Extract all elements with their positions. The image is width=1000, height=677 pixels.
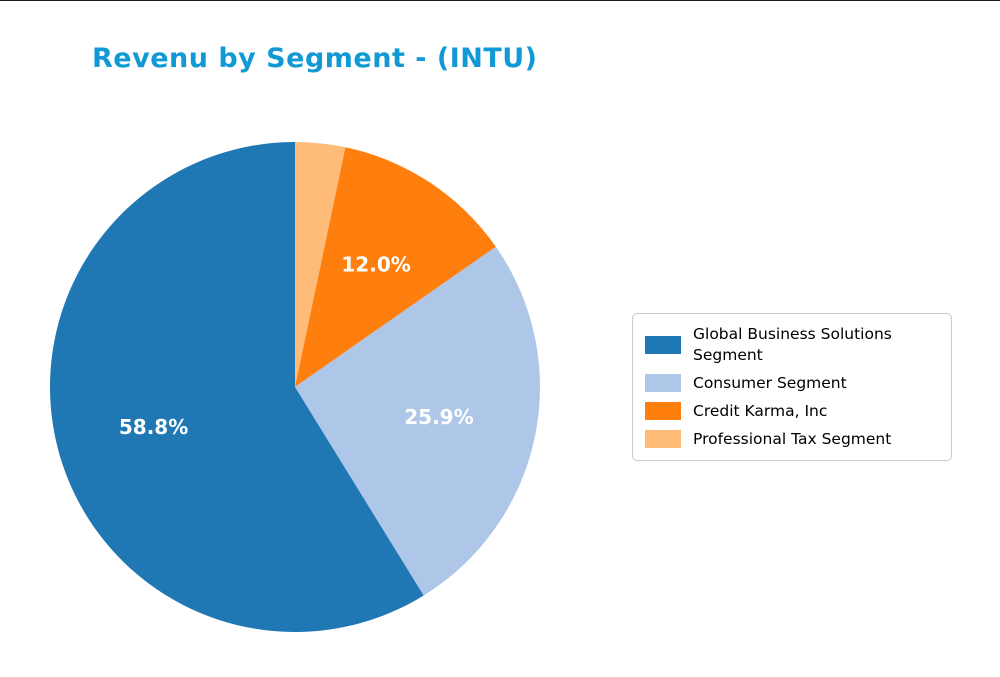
legend-label: Global Business Solutions Segment — [693, 325, 892, 364]
pie-slice — [295, 147, 496, 387]
pie-chart-area: 12.0% 25.9% 58.8% — [49, 141, 541, 633]
legend-label: Credit Karma, Inc — [693, 401, 828, 420]
legend-swatch — [645, 374, 681, 393]
legend-label: Consumer Segment — [693, 373, 847, 392]
slice-percentage-label: 25.9% — [404, 405, 473, 429]
chart-title: Revenu by Segment - (INTU) — [92, 43, 538, 74]
pie-chart: 12.0% 25.9% 58.8% — [49, 142, 541, 632]
legend-item: Global Business Solutions Segment — [645, 324, 939, 366]
legend: Global Business Solutions Segment Consume… — [632, 313, 952, 461]
legend-item: Professional Tax Segment — [645, 429, 939, 450]
legend-label: Professional Tax Segment — [693, 429, 892, 448]
legend-swatch — [645, 335, 681, 354]
legend-item: Consumer Segment — [645, 373, 939, 394]
pie-slice — [295, 246, 541, 596]
legend-swatch — [645, 430, 681, 449]
legend-item: Credit Karma, Inc — [645, 401, 939, 422]
pie-slice — [49, 142, 424, 632]
slice-percentage-label: 12.0% — [341, 252, 410, 276]
pie-slice — [295, 142, 346, 387]
slice-percentage-label: 58.8% — [119, 415, 188, 439]
legend-swatch — [645, 402, 681, 421]
